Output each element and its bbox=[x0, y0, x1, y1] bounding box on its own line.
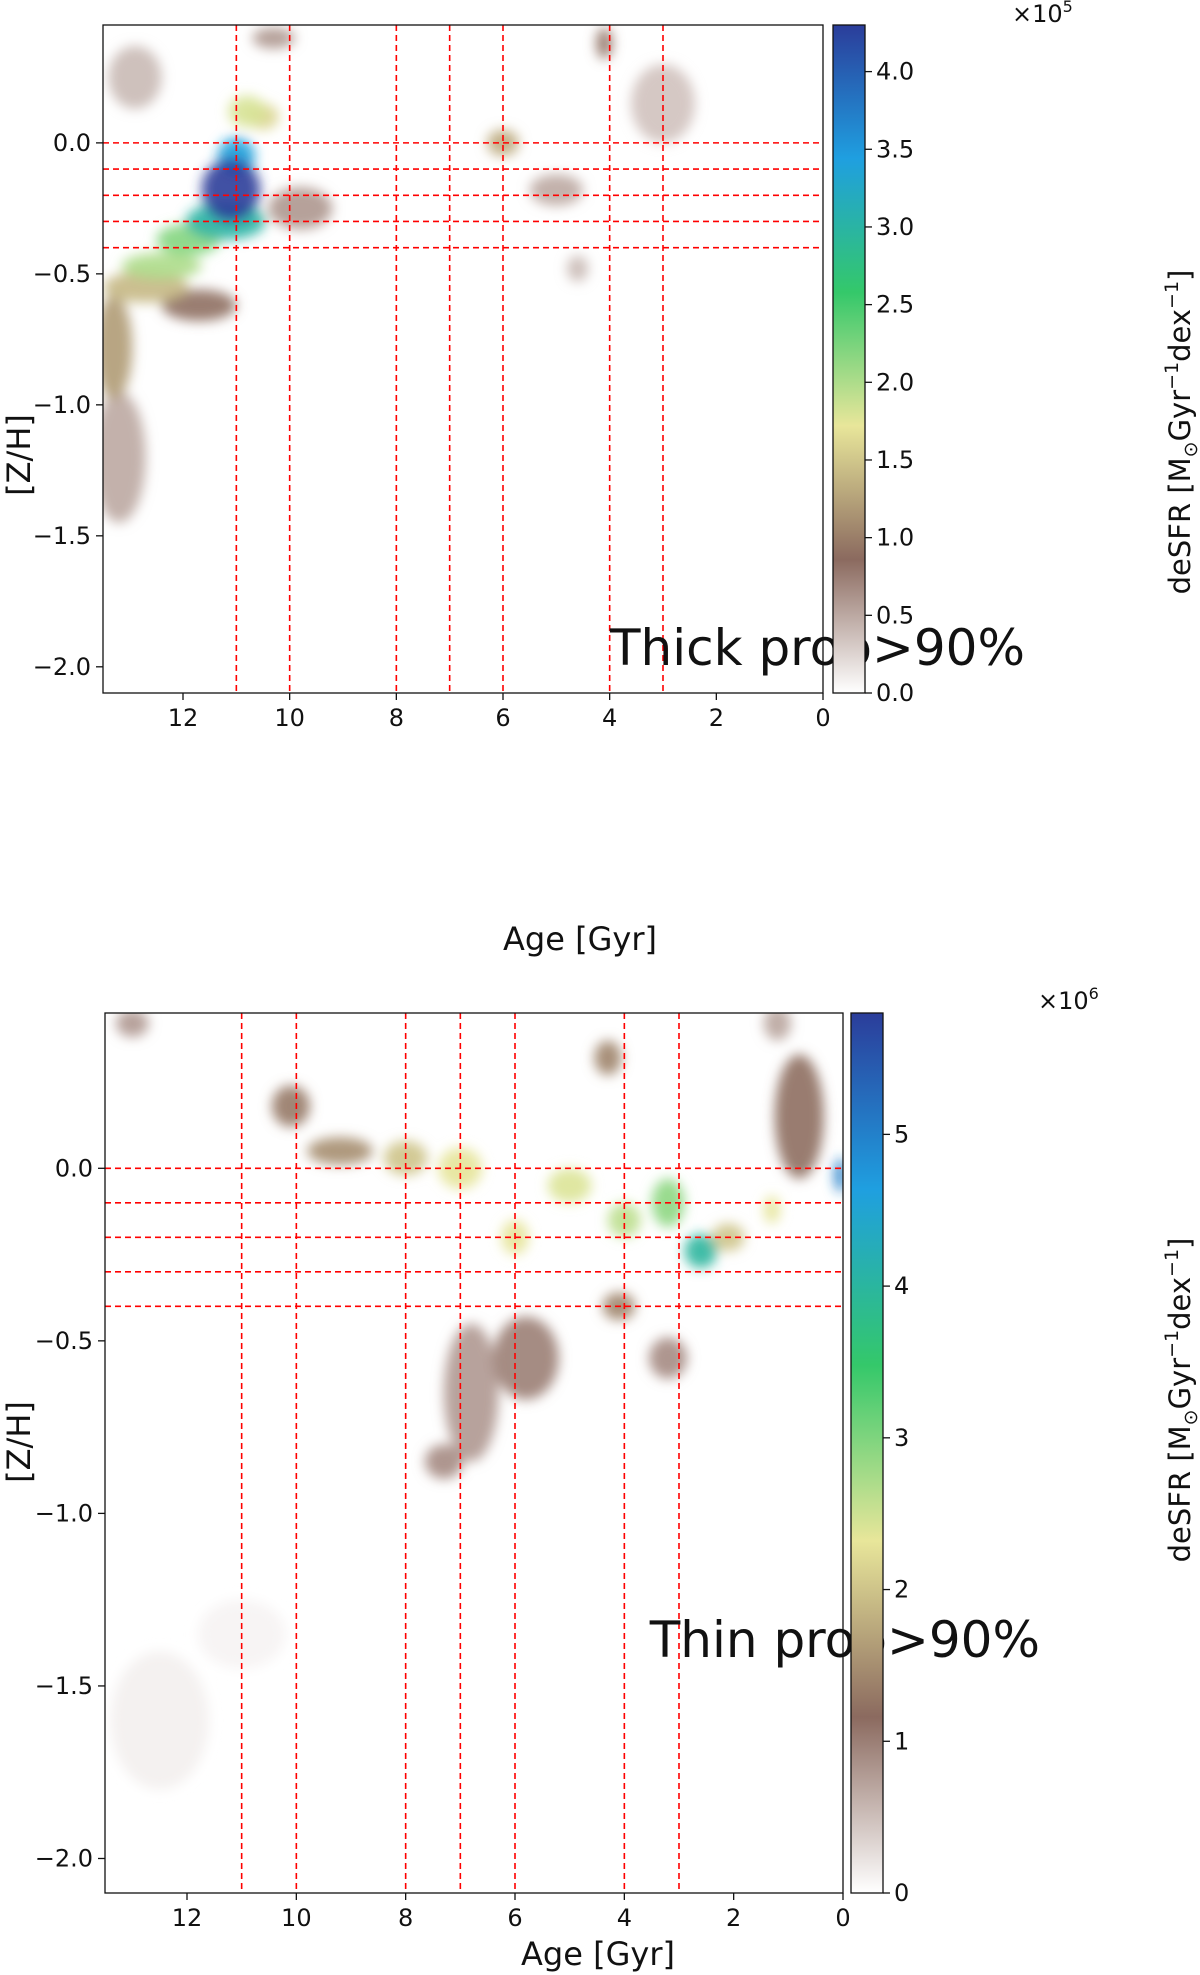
thin-colorbar-tick-label: 1 bbox=[894, 1727, 909, 1755]
thick-multiplier-exp: 5 bbox=[1063, 0, 1073, 16]
thick-y-tick-label: −0.5 bbox=[33, 260, 91, 288]
thin-colorbar-multiplier: ×106 bbox=[1038, 984, 1099, 1015]
thin-density-cell bbox=[110, 1651, 209, 1790]
thick-density-cell bbox=[268, 187, 333, 230]
thin-density-cell bbox=[443, 1323, 499, 1462]
thick-y-tick-label: 0.0 bbox=[53, 129, 91, 157]
thick-plot-frame bbox=[102, 24, 824, 694]
thin-y-tick-label: −0.5 bbox=[35, 1327, 93, 1355]
thin-density-cell bbox=[115, 1013, 149, 1038]
thin-density-cell bbox=[648, 1337, 688, 1379]
thin-density-cell bbox=[607, 1202, 641, 1238]
thick-x-tick-label: 10 bbox=[274, 704, 305, 732]
thin-x-tick-label: 2 bbox=[726, 1904, 741, 1932]
thin-density-cell bbox=[271, 1085, 310, 1127]
thick-density-cell bbox=[529, 174, 583, 206]
thin-annotation: Thin prob>90% bbox=[649, 1611, 1040, 1669]
thick-density-cell bbox=[103, 271, 189, 303]
thin-multiplier-base: ×10 bbox=[1038, 987, 1089, 1015]
thick-density-layer bbox=[103, 27, 695, 523]
thin-colorbar-tick-label: 0 bbox=[894, 1879, 909, 1907]
thick-colorbar-tick-label: 1.0 bbox=[876, 524, 914, 552]
thick-x-tick-label: 8 bbox=[389, 704, 404, 732]
thick-colorbar-tick-label: 3.0 bbox=[876, 213, 914, 241]
thin-colorbar-title: deSFR [M⊙Gyr−1dex−1] bbox=[1161, 1238, 1200, 1563]
thick-annotation: Thick prob>90% bbox=[609, 619, 1025, 677]
thin-density-cell bbox=[594, 1040, 622, 1076]
thin-density-cell bbox=[684, 1233, 718, 1269]
thin-density-cell bbox=[763, 1013, 792, 1041]
thick-multiplier-base: ×10 bbox=[1012, 0, 1063, 28]
thick-colorbar-tick-label: 2.0 bbox=[876, 368, 914, 396]
thick-density-cell bbox=[108, 45, 162, 109]
thin-y-tick-label: 0.0 bbox=[55, 1154, 93, 1182]
thin-density-cell bbox=[424, 1444, 464, 1479]
thick-colorbar-tick-label: 1.5 bbox=[876, 446, 914, 474]
thick-density-cell bbox=[631, 64, 695, 143]
thick-colorbar-tick-label: 4.0 bbox=[876, 58, 914, 86]
thick-x-axis-title: Age [Gyr] bbox=[503, 920, 657, 958]
thick-colorbar-tick-label: 0.5 bbox=[876, 601, 914, 629]
thin-x-tick-label: 6 bbox=[507, 1904, 522, 1932]
thin-x-axis-title: Age [Gyr] bbox=[521, 1935, 675, 1973]
thick-plot-area: 12 10 8 6 4 2 0 0.0 −0.5 −1.0 −1.5 −2.0 bbox=[33, 24, 831, 732]
thin-plot-frame bbox=[104, 1012, 844, 1894]
thick-x-tick-label: 0 bbox=[815, 704, 830, 732]
thick-colorbar-gradient bbox=[832, 24, 866, 694]
thin-x-tick-label: 4 bbox=[617, 1904, 632, 1932]
thick-colorbar: 0.0 0.5 1.0 1.5 2.0 2.5 3.0 3.5 4.0 bbox=[832, 24, 914, 707]
thick-y-tick-label: −1.5 bbox=[33, 522, 91, 550]
thick-y-tick-label: −1.0 bbox=[33, 391, 91, 419]
thick-x-tick-label: 12 bbox=[168, 704, 199, 732]
thick-x-tick-label: 2 bbox=[709, 704, 724, 732]
thin-plot-area: 12 10 8 6 4 2 0 0.0 −0.5 −1.0 −1.5 −2.0 bbox=[35, 1012, 851, 1932]
chart-panel-thick: 12 10 8 6 4 2 0 0.0 −0.5 −1.0 −1.5 −2.0 Thick prob>… bbox=[0, 0, 1200, 958]
thin-colorbar-tick-label: 3 bbox=[894, 1424, 909, 1452]
thin-y-tick-label: −1.0 bbox=[35, 1499, 93, 1527]
thick-colorbar-tick-label: 2.5 bbox=[876, 291, 914, 319]
thick-colorbar-tick-label: 3.5 bbox=[876, 135, 914, 163]
thin-x-tick-label: 0 bbox=[835, 1904, 850, 1932]
thin-density-cell bbox=[547, 1168, 592, 1203]
thick-density-cell bbox=[252, 27, 295, 49]
thin-density-cell bbox=[763, 1195, 781, 1224]
thin-colorbar-tick-label: 4 bbox=[894, 1272, 909, 1300]
thick-density-cell bbox=[103, 391, 146, 523]
thin-density-cell bbox=[774, 1054, 824, 1179]
thick-x-tick-label: 4 bbox=[602, 704, 617, 732]
thin-density-cell bbox=[834, 1157, 843, 1193]
thick-y-tick-label: −2.0 bbox=[33, 653, 91, 681]
thin-colorbar-tick-label: 2 bbox=[894, 1576, 909, 1604]
thick-density-cell bbox=[121, 252, 202, 280]
thick-plot-background bbox=[103, 25, 823, 693]
thick-density-cell bbox=[161, 289, 237, 322]
thin-x-tick-label: 8 bbox=[398, 1904, 413, 1932]
thick-density-cell bbox=[228, 95, 266, 128]
thin-y-tick-label: −1.5 bbox=[35, 1672, 93, 1700]
thick-density-cell bbox=[103, 294, 133, 400]
thin-y-axis-title: [Z/H] bbox=[0, 1401, 38, 1483]
thick-x-tick-label: 6 bbox=[495, 704, 510, 732]
thin-y-tick-label: −2.0 bbox=[35, 1844, 93, 1872]
chart-panel-thin: 12 10 8 6 4 2 00.0−0.5−1.0−1.5−2.0 Thin prob>9… bbox=[0, 984, 1200, 1973]
thick-density-cell bbox=[567, 255, 589, 282]
thin-colorbar-tick-label: 5 bbox=[894, 1120, 909, 1148]
thin-density-cell bbox=[307, 1137, 373, 1165]
thick-y-axis-title: [Z/H] bbox=[0, 414, 38, 496]
thin-colorbar-gradient bbox=[850, 1012, 884, 1894]
thick-colorbar-tick-label: 0.0 bbox=[876, 679, 914, 707]
thick-colorbar-title: deSFR [M⊙Gyr−1dex−1] bbox=[1161, 270, 1200, 595]
thick-density-cell bbox=[201, 158, 261, 222]
thin-x-tick-label: 10 bbox=[281, 1904, 312, 1932]
thin-multiplier-exp: 6 bbox=[1089, 984, 1099, 1003]
thin-colorbar: 0 1 2 3 4 5 bbox=[850, 1012, 909, 1907]
thin-density-cell bbox=[493, 1316, 559, 1400]
thick-density-cell bbox=[596, 27, 613, 60]
thick-colorbar-multiplier: ×105 bbox=[1012, 0, 1073, 28]
thin-x-tick-label: 12 bbox=[172, 1904, 203, 1932]
